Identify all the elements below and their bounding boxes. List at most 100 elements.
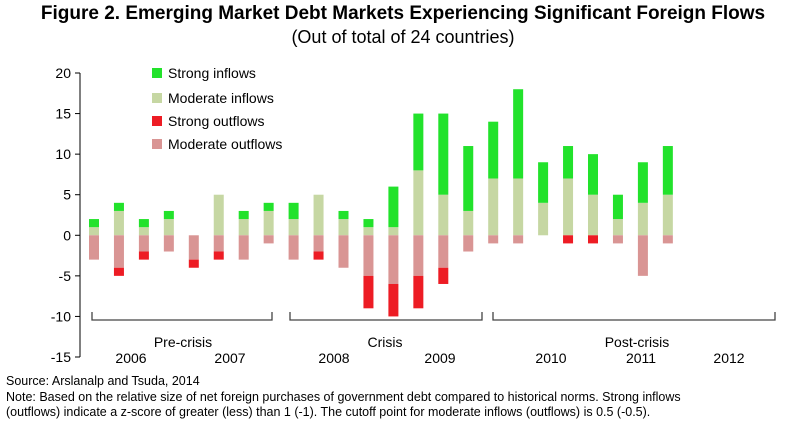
y-axis: 20 15 10 5 0 -5 -10 -15 <box>51 65 81 365</box>
year-label-1: 2007 <box>214 350 245 366</box>
bar-moderate-inflows-0 <box>89 227 99 236</box>
y-tick-label-2: 10 <box>55 146 71 162</box>
bar-moderate-inflows-23 <box>662 194 673 236</box>
legend-label-0: Strong inflows <box>168 65 256 81</box>
period-label-0: Pre-crisis <box>154 334 212 350</box>
bar-moderate-outflows-6 <box>238 235 249 260</box>
bar-strong-inflows-18 <box>538 162 549 203</box>
bar-strong-inflows-3 <box>163 210 174 220</box>
bar-moderate-inflows-20 <box>588 194 598 236</box>
bar-moderate-inflows-16 <box>488 178 499 236</box>
bar-moderate-inflows-13 <box>413 170 424 236</box>
y-tick-label-6: -10 <box>51 308 71 324</box>
bar-area <box>89 89 673 317</box>
bar-strong-inflows-13 <box>413 113 424 171</box>
bar-strong-inflows-14 <box>438 113 449 195</box>
bar-moderate-inflows-15 <box>463 210 474 236</box>
bar-strong-inflows-22 <box>637 162 648 203</box>
bar-moderate-inflows-7 <box>263 210 274 236</box>
bar-strong-inflows-6 <box>238 210 249 220</box>
bar-moderate-outflows-0 <box>89 235 99 260</box>
bar-strong-inflows-0 <box>89 219 99 228</box>
bar-strong-outflows-19 <box>563 235 574 244</box>
bar-moderate-inflows-10 <box>338 219 349 236</box>
bar-moderate-outflows-5 <box>213 235 224 252</box>
bar-strong-outflows-4 <box>188 259 199 268</box>
legend-swatch-0 <box>152 68 162 78</box>
bar-strong-outflows-1 <box>113 267 124 276</box>
bar-strong-outflows-14 <box>438 267 449 284</box>
bar-moderate-inflows-5 <box>213 194 224 236</box>
bar-strong-inflows-10 <box>338 210 349 220</box>
bar-moderate-inflows-3 <box>163 219 174 236</box>
bar-moderate-inflows-9 <box>313 194 324 236</box>
y-tick-label-4: 0 <box>63 227 71 243</box>
bar-moderate-outflows-2 <box>138 235 149 252</box>
bar-moderate-outflows-23 <box>662 235 673 244</box>
bar-moderate-outflows-12 <box>388 235 399 284</box>
bar-strong-outflows-12 <box>388 283 399 317</box>
source-note: Source: Arslanalp and Tsuda, 2014 <box>6 374 200 388</box>
bar-moderate-inflows-19 <box>563 178 574 236</box>
legend-swatch-2 <box>152 116 162 126</box>
bar-moderate-outflows-11 <box>363 235 374 276</box>
bar-moderate-inflows-17 <box>513 178 524 236</box>
year-label-6: 2012 <box>713 350 744 366</box>
legend-swatch-3 <box>152 139 162 149</box>
bar-strong-inflows-17 <box>513 89 524 179</box>
bar-moderate-outflows-3 <box>163 235 174 252</box>
year-label-4: 2010 <box>535 350 566 366</box>
bar-moderate-outflows-14 <box>438 235 449 268</box>
bar-moderate-inflows-11 <box>363 227 374 236</box>
bar-strong-inflows-20 <box>588 154 598 195</box>
bar-strong-inflows-1 <box>113 202 124 211</box>
bar-moderate-inflows-14 <box>438 194 449 236</box>
bar-strong-outflows-20 <box>588 235 598 244</box>
period-bracket-1 <box>289 312 483 321</box>
year-label-2: 2008 <box>318 350 349 366</box>
bar-moderate-outflows-4 <box>188 235 199 260</box>
chart-subtitle: (Out of total of 24 countries) <box>291 27 515 47</box>
bar-moderate-outflows-15 <box>463 235 474 252</box>
bar-strong-inflows-19 <box>563 146 574 179</box>
legend-label-3: Moderate outflows <box>168 136 282 152</box>
legend-swatch-1 <box>152 93 162 103</box>
bar-moderate-inflows-1 <box>113 210 124 236</box>
bar-moderate-inflows-8 <box>288 219 299 236</box>
bar-moderate-outflows-13 <box>413 235 424 276</box>
period-brackets: Pre-crisis Crisis Post-crisis 2006 2007 2008 2… <box>91 312 776 366</box>
bar-strong-inflows-12 <box>388 186 399 228</box>
note-line-2: (outflows) indicate a z-score of greater… <box>6 405 651 419</box>
bar-moderate-outflows-21 <box>612 235 623 244</box>
bar-strong-inflows-15 <box>463 146 474 211</box>
bar-strong-outflows-2 <box>138 251 149 260</box>
bar-strong-inflows-16 <box>488 121 499 179</box>
bar-moderate-outflows-8 <box>288 235 299 260</box>
year-label-5: 2011 <box>626 350 656 366</box>
period-label-1: Crisis <box>368 334 403 350</box>
legend-label-2: Strong outflows <box>168 113 265 129</box>
period-label-2: Post-crisis <box>605 334 670 350</box>
y-tick-label-7: -15 <box>51 349 71 365</box>
bar-strong-inflows-23 <box>662 146 673 195</box>
bar-moderate-outflows-10 <box>338 235 349 268</box>
year-label-3: 2009 <box>424 350 455 366</box>
bar-strong-inflows-21 <box>612 194 623 220</box>
bar-strong-inflows-11 <box>363 219 374 228</box>
bar-strong-outflows-9 <box>313 251 324 260</box>
bar-moderate-inflows-21 <box>612 219 623 236</box>
bar-moderate-outflows-7 <box>263 235 274 244</box>
bar-moderate-inflows-6 <box>238 219 249 236</box>
period-bracket-2 <box>492 312 776 321</box>
y-tick-label-1: 15 <box>55 106 71 122</box>
bar-strong-outflows-11 <box>363 275 374 309</box>
year-label-0: 2006 <box>115 350 146 366</box>
bar-moderate-inflows-18 <box>538 202 549 236</box>
chart-title: Figure 2. Emerging Market Debt Markets E… <box>40 3 766 24</box>
y-tick-label-5: -5 <box>59 268 72 284</box>
bar-moderate-inflows-12 <box>388 227 399 236</box>
bar-moderate-inflows-2 <box>138 227 149 236</box>
bar-strong-inflows-7 <box>263 202 274 211</box>
bar-moderate-outflows-17 <box>513 235 524 244</box>
